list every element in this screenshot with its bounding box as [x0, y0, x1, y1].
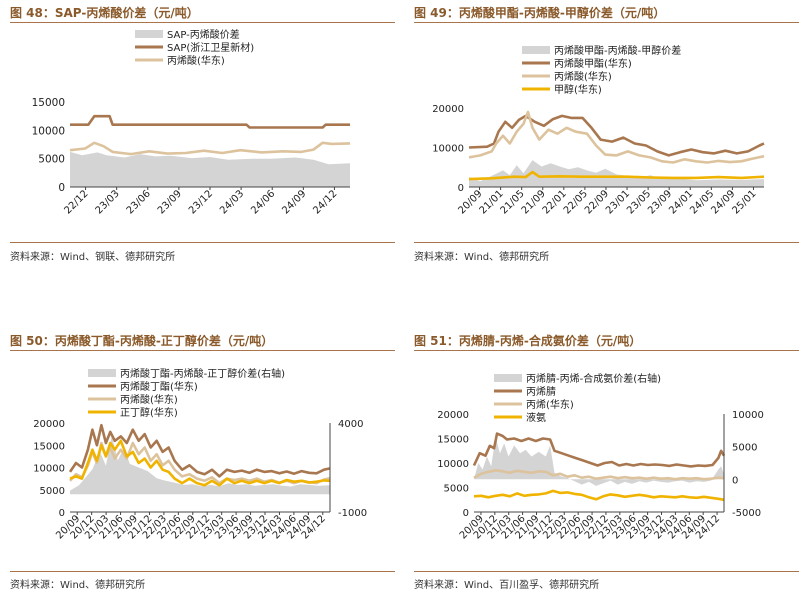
chart-51: 05000100001500020000-5000050001000020/09… — [437, 372, 764, 542]
y2-tick-label: -1000 — [338, 508, 367, 519]
legend-label: 丙烯腈-丙烯-合成氨价差(右轴) — [526, 372, 661, 385]
y2-tick-label: 10000 — [732, 410, 764, 421]
y-tick-label: 15000 — [32, 97, 65, 109]
y2-tick-label: 4000 — [338, 419, 363, 430]
legend-swatch — [135, 30, 163, 38]
source-note: 资料来源：Wind、德邦研究所 — [10, 580, 146, 591]
series-line — [473, 469, 725, 481]
y-tick-label: 5000 — [38, 154, 65, 166]
legend-swatch — [494, 374, 522, 382]
y-tick-label: 0 — [58, 182, 65, 194]
source-note: 资料来源：Wind、德邦研究所 — [414, 252, 550, 263]
chart-panel-50: 图 50：丙烯酸丁酯-丙烯酸-正丁醇价差（元/吨） 0 5000 10000 1500… — [10, 332, 395, 594]
series-line — [70, 114, 350, 129]
series-area — [469, 160, 764, 187]
series-line — [468, 114, 765, 157]
series-line — [468, 170, 765, 181]
x-tick-label: 23/03 — [94, 188, 122, 216]
legend-label: 丙烯酸(华东) — [554, 70, 612, 83]
legend-label: 丙烯腈 — [526, 385, 556, 398]
legend-swatch — [88, 369, 116, 377]
legend-label: SAP-丙烯酸价差 — [167, 28, 240, 41]
x-tick-label: 24/03 — [218, 188, 246, 216]
chart-title: 图 48：SAP-丙烯酸价差（元/吨） — [10, 6, 199, 20]
y2-tick-label: 5000 — [732, 443, 757, 454]
legend-label: 丙烯(华东) — [526, 398, 574, 411]
series-line — [473, 489, 725, 502]
series-line — [69, 141, 351, 156]
series-area — [474, 436, 724, 486]
legend-label: SAP(浙江卫星新材) — [167, 41, 254, 54]
y-tick-label: 15000 — [437, 435, 469, 446]
legend-label: 丙烯酸丁酯-丙烯酸-正丁醇价差(右轴) — [120, 367, 285, 380]
y-tick-label: 15000 — [33, 441, 65, 452]
x-tick-label: 23/12 — [187, 188, 215, 216]
x-tick-label: 24/12 — [311, 188, 339, 216]
y-tick-label: 20000 — [432, 104, 464, 115]
legend-label: 丙烯酸(华东) — [167, 54, 225, 67]
y-tick-label: 0 — [59, 508, 65, 519]
legend-label: 正丁醇(华东) — [120, 406, 178, 419]
legend-label: 丙烯酸甲酯-丙烯酸-甲醇价差 — [554, 44, 681, 57]
title-rule — [10, 350, 395, 351]
source-note: 资料来源：Wind、百川盈孚、德邦研究所 — [414, 580, 600, 591]
source-rule — [10, 242, 395, 243]
chart-title: 图 51：丙烯腈-丙烯-合成氨价差（元/吨） — [414, 334, 642, 348]
y-tick-label: 0 — [458, 183, 464, 194]
x-tick-label: 23/06 — [125, 188, 153, 216]
legend-label: 甲醇(华东) — [554, 83, 602, 96]
source-note: 资料来源：Wind、钢联、德邦研究所 — [10, 252, 176, 263]
x-tick-label: 23/09 — [156, 188, 184, 216]
legend-label: 丙烯酸(华东) — [120, 393, 178, 406]
legend-label: 丙烯酸丁酯(华东) — [120, 380, 198, 393]
x-tick-label: 25/01 — [730, 188, 758, 216]
x-tick-label: 24/06 — [249, 188, 277, 216]
source-rule — [414, 571, 799, 572]
y-tick-label: 5000 — [40, 486, 65, 497]
source-rule — [414, 242, 799, 243]
series-line — [68, 423, 331, 478]
legend-label: 液氨 — [526, 411, 546, 424]
chart-50: 05000100001500020000-1000400020/0920/122… — [33, 367, 367, 542]
source-rule — [10, 571, 395, 572]
series-line — [468, 110, 765, 164]
y2-tick-label: 0 — [732, 475, 738, 486]
legend-label: 丙烯酸甲酯(华东) — [554, 57, 632, 70]
y-tick-label: 0 — [463, 508, 469, 519]
y-tick-label: 20000 — [437, 410, 469, 421]
series-line — [472, 432, 726, 468]
chart-48: 0 5000 10000 15000 22/12 23/03 23/06 23/09 23/12… — [32, 28, 351, 217]
series-area — [70, 151, 350, 187]
title-rule — [414, 350, 799, 351]
y-tick-label: 10000 — [33, 464, 65, 475]
y-tick-label: 10000 — [437, 459, 469, 470]
chart-panel-49: 图 49：丙烯酸甲酯-丙烯酸-甲醇价差（元/吨） 0 10000 20000 20/0… — [414, 4, 799, 266]
chart-panel-51: 图 51：丙烯腈-丙烯-合成氨价差（元/吨） 0 5000 10000 15000 20… — [414, 332, 799, 594]
series-area — [70, 435, 330, 495]
y-tick-label: 10000 — [432, 144, 464, 155]
y-tick-label: 5000 — [444, 484, 469, 495]
y2-tick-label: -5000 — [732, 508, 761, 519]
x-tick-label: 22/12 — [63, 188, 91, 216]
y-tick-label: 10000 — [32, 125, 65, 137]
chart-title: 图 50：丙烯酸丁酯-丙烯酸-正丁醇价差（元/吨） — [10, 334, 274, 348]
series-line — [69, 439, 331, 487]
x-tick-label: 24/09 — [280, 188, 308, 216]
chart-49: 0100002000020/0921/0121/0521/0922/0122/0… — [432, 44, 765, 217]
title-rule — [414, 22, 799, 23]
y-tick-label: 20000 — [33, 419, 65, 430]
chart-title: 图 49：丙烯酸甲酯-丙烯酸-甲醇价差（元/吨） — [414, 6, 666, 20]
chart-panel-48: 图 48：SAP-丙烯酸价差（元/吨） 0 5000 10000 15000 22/12… — [10, 4, 395, 266]
title-rule — [10, 22, 395, 23]
legend-swatch — [522, 46, 550, 54]
